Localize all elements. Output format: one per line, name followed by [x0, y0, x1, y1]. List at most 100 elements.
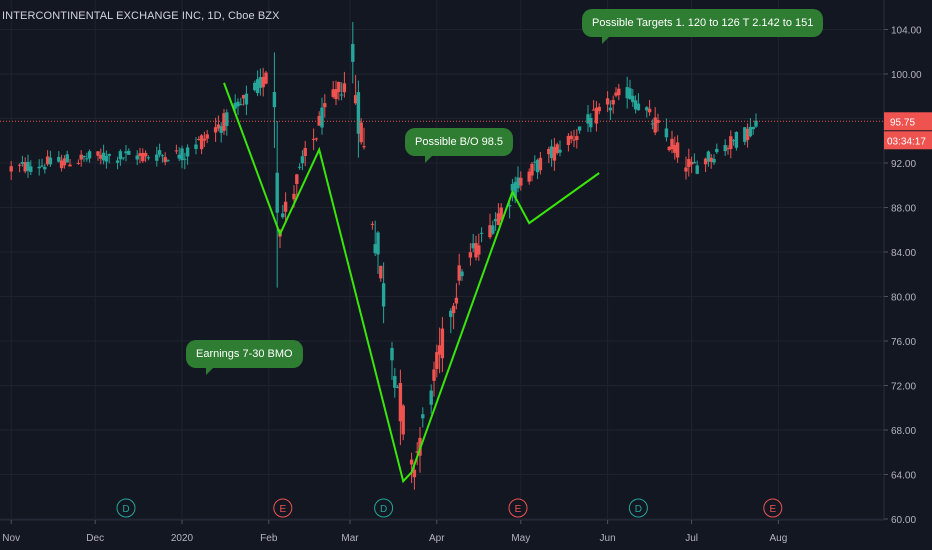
candle-body [513, 182, 517, 198]
candle-body [82, 155, 86, 158]
candle-body [314, 138, 319, 140]
candle-body [552, 147, 557, 161]
candle-body [415, 451, 419, 453]
candle-body [731, 140, 736, 142]
candle-body [258, 77, 263, 88]
dividend-marker-label: D [380, 504, 387, 515]
candle-body [645, 107, 649, 111]
candle-body [295, 174, 299, 184]
candle-body [499, 207, 503, 221]
candle-body [370, 223, 375, 225]
price-tick-label: 72.00 [891, 382, 916, 393]
earnings-marker[interactable] [763, 498, 783, 518]
candle-body [695, 165, 699, 174]
candle-body [625, 87, 629, 99]
dividend-marker-label: D [635, 504, 642, 515]
dividend-marker[interactable] [116, 498, 136, 518]
candle-body [493, 219, 498, 222]
candle-body [45, 156, 50, 165]
candle-body [160, 155, 165, 157]
symbol-title[interactable]: INTERCONTINENTAL EXCHANGE INC, 1D, Cboe … [2, 10, 280, 22]
candle-body [754, 120, 758, 127]
dividend-marker[interactable] [374, 498, 394, 518]
price-axis[interactable]: 104.00100.0096.0092.0088.0084.0080.0076.… [884, 26, 932, 527]
candle-body [339, 94, 344, 96]
earnings-callout[interactable]: Earnings 7-30 BMO [186, 340, 303, 375]
price-tick-label: 104.00 [891, 26, 922, 37]
candle-body [166, 160, 170, 162]
candle-body [650, 123, 655, 125]
candle-body [48, 157, 53, 165]
candle-body [157, 150, 162, 155]
targets-callout[interactable]: Possible Targets 1. 120 to 126 T 2.142 t… [582, 9, 824, 44]
candle-body [451, 305, 456, 314]
candle-body [605, 98, 610, 105]
candle-body [667, 146, 671, 151]
breakout-callout[interactable]: Possible B/O 98.5 [405, 128, 514, 163]
candle-body [20, 162, 25, 164]
candle-body [351, 43, 355, 62]
time-tick-label: Mar [341, 533, 359, 544]
candle-body [706, 151, 711, 162]
candle-body [121, 157, 125, 159]
candle-body [468, 252, 473, 258]
earnings-marker-label: E [515, 504, 522, 515]
candle-body [174, 150, 179, 152]
price-tick-label: 80.00 [891, 293, 916, 304]
earnings-marker[interactable] [508, 498, 528, 518]
candle-body [393, 376, 397, 388]
candle-body [379, 265, 383, 279]
candle-body [689, 161, 694, 165]
candle-body [527, 171, 531, 182]
dividend-marker[interactable] [628, 498, 648, 518]
candle-body [233, 102, 237, 109]
candle-body [628, 88, 632, 100]
time-axis[interactable]: Nov Dec 2020 Feb Mar Apr May Jun Jul Aug [2, 520, 787, 544]
candle-body [127, 150, 131, 155]
candle-body [23, 162, 27, 172]
candle-body [264, 72, 268, 84]
candle-body [712, 158, 716, 163]
candle-body [535, 159, 540, 173]
candle-body [549, 146, 554, 158]
candle-body [395, 386, 400, 388]
candle-body [331, 89, 335, 97]
candle-body [362, 146, 366, 148]
candle-body [437, 345, 442, 355]
candle-body [146, 157, 151, 159]
candlesticks [9, 22, 758, 490]
candle-body [586, 114, 590, 124]
time-tick-label: Aug [770, 533, 788, 544]
candle-body [216, 124, 221, 129]
candle-body [57, 156, 61, 162]
candle-body [323, 103, 327, 108]
candle-body [591, 109, 596, 111]
candle-body [412, 469, 417, 478]
candle-body [496, 213, 501, 226]
candle-body [138, 153, 142, 156]
candle-body [488, 225, 492, 238]
candle-body [457, 265, 461, 281]
candle-body [647, 108, 652, 113]
candle-body [589, 117, 593, 128]
time-tick-label: May [511, 533, 530, 544]
candle-body [225, 112, 229, 126]
candle-body [135, 155, 139, 160]
candle-body [381, 283, 386, 307]
candle-body [577, 126, 582, 131]
candle-body [636, 103, 641, 111]
candle-body [745, 128, 750, 141]
candle-body [337, 81, 341, 93]
candle-body [723, 145, 727, 152]
candle-body [241, 95, 246, 99]
candle-body [471, 243, 475, 249]
time-tick-label: Apr [429, 533, 445, 544]
candle-body [440, 328, 445, 359]
candle-body [141, 152, 145, 162]
w-pattern-line[interactable] [223, 82, 600, 484]
candle-body [199, 135, 204, 150]
earnings-marker[interactable] [273, 498, 293, 518]
candle-body [633, 100, 638, 110]
